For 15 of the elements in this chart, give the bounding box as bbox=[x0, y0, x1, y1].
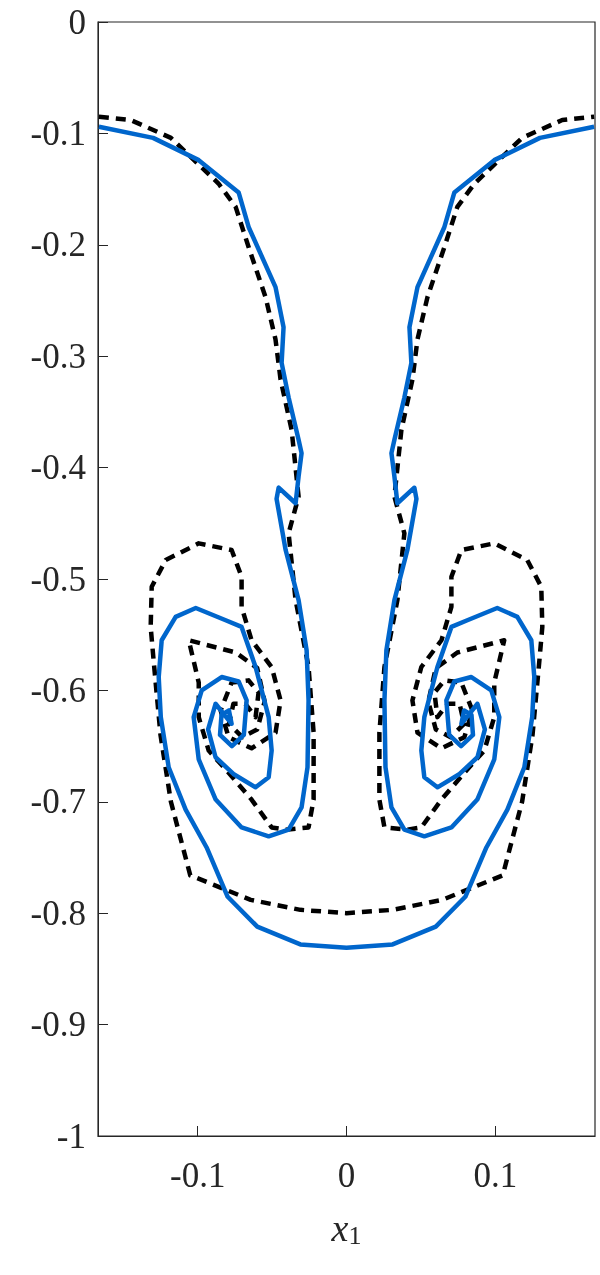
x-axis-title: x1 bbox=[330, 1207, 362, 1250]
y-tick-label: -0.8 bbox=[30, 893, 86, 933]
y-tick-label: -0.6 bbox=[30, 670, 86, 710]
y-tick-label: -0.3 bbox=[30, 336, 86, 376]
y-tick-label: -0.9 bbox=[30, 1005, 86, 1045]
y-tick-label: -1 bbox=[56, 1116, 86, 1156]
x-tick-label: -0.1 bbox=[169, 1156, 226, 1195]
y-tick-label: -0.7 bbox=[30, 782, 86, 822]
x-tick-label: 0.1 bbox=[473, 1156, 518, 1195]
y-tick-label: -0.1 bbox=[30, 113, 86, 153]
y-tick-label: -0.4 bbox=[30, 448, 86, 488]
y-tick-label: 0 bbox=[68, 2, 86, 42]
x-tick-label: 0 bbox=[337, 1156, 356, 1195]
y-tick-label: -0.5 bbox=[30, 559, 86, 599]
y-tick-label: -0.2 bbox=[30, 225, 86, 265]
